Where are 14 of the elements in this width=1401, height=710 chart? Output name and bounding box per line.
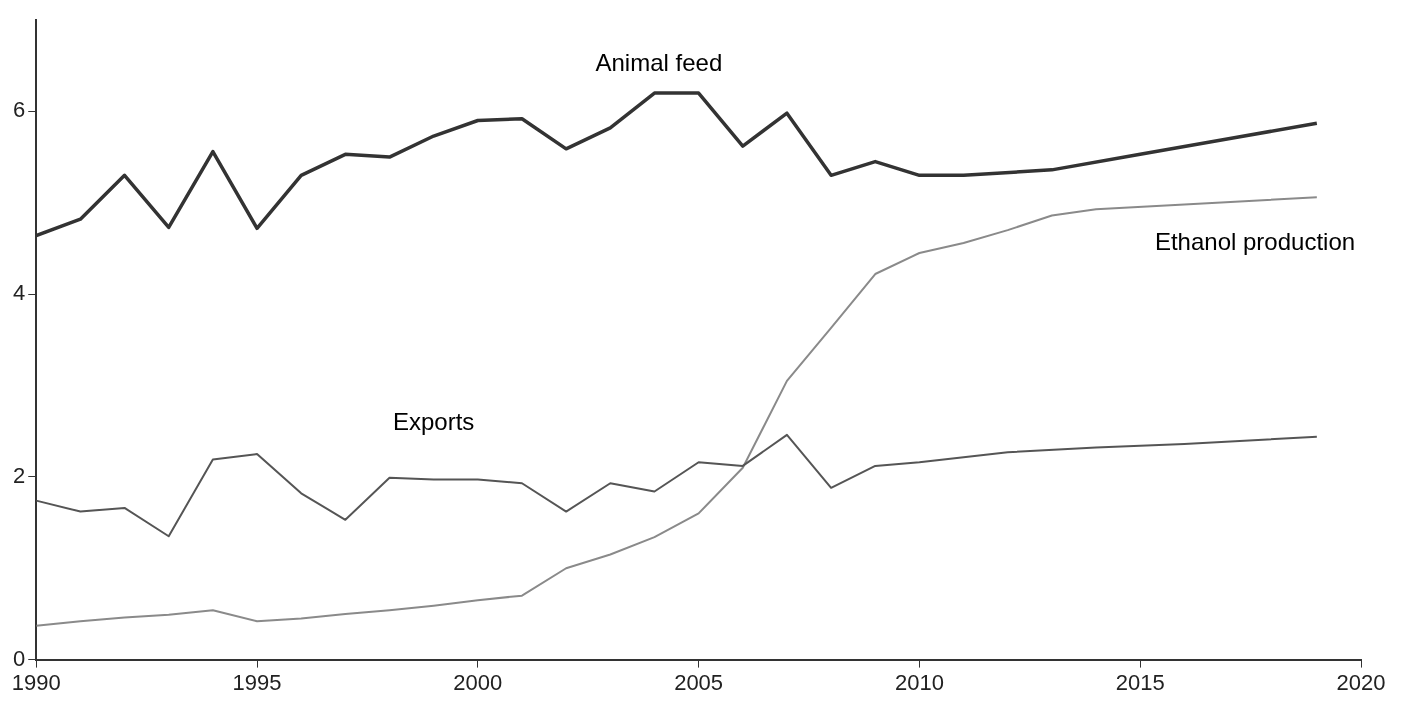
x-tick-label: 1995	[232, 669, 282, 695]
series-label: Ethanol production	[1154, 228, 1356, 256]
y-tick-label: 6	[12, 97, 26, 123]
x-tick-label: 2010	[894, 669, 944, 695]
x-tick-label: 1990	[11, 669, 61, 695]
series-label: Animal feed	[595, 49, 723, 77]
x-tick-label: 2015	[1115, 669, 1165, 695]
x-tick-label: 2020	[1336, 669, 1386, 695]
y-tick-label: 2	[12, 462, 26, 488]
y-tick-label: 0	[12, 645, 26, 671]
x-tick-label: 2005	[674, 669, 724, 695]
series-label: Exports	[392, 407, 475, 435]
x-tick-label: 2000	[453, 669, 503, 695]
y-tick-label: 4	[12, 280, 26, 306]
